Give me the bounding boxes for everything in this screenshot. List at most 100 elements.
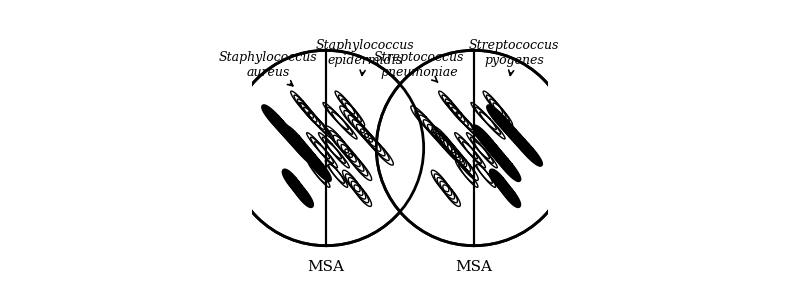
Polygon shape bbox=[442, 95, 462, 118]
Polygon shape bbox=[329, 164, 348, 187]
Polygon shape bbox=[456, 112, 482, 139]
Polygon shape bbox=[345, 149, 368, 176]
Polygon shape bbox=[314, 142, 338, 168]
Polygon shape bbox=[338, 95, 358, 118]
Polygon shape bbox=[326, 126, 349, 153]
Polygon shape bbox=[517, 138, 542, 165]
Polygon shape bbox=[335, 91, 354, 114]
Polygon shape bbox=[286, 174, 304, 195]
Polygon shape bbox=[301, 103, 320, 126]
Polygon shape bbox=[493, 149, 516, 176]
Polygon shape bbox=[284, 129, 308, 156]
Text: MSA: MSA bbox=[455, 260, 493, 274]
Polygon shape bbox=[451, 149, 474, 176]
Polygon shape bbox=[440, 135, 462, 162]
Polygon shape bbox=[492, 110, 516, 137]
Polygon shape bbox=[300, 144, 322, 171]
Polygon shape bbox=[294, 95, 314, 118]
Polygon shape bbox=[436, 131, 459, 157]
Polygon shape bbox=[431, 170, 449, 192]
Polygon shape bbox=[351, 181, 369, 203]
Polygon shape bbox=[263, 106, 287, 133]
Polygon shape bbox=[365, 133, 389, 160]
Polygon shape bbox=[310, 137, 334, 163]
Polygon shape bbox=[292, 181, 310, 203]
Polygon shape bbox=[470, 137, 494, 163]
Polygon shape bbox=[271, 115, 295, 142]
Polygon shape bbox=[497, 154, 520, 181]
Circle shape bbox=[228, 50, 424, 246]
Polygon shape bbox=[427, 124, 452, 151]
Polygon shape bbox=[340, 106, 364, 133]
Text: MSA: MSA bbox=[307, 260, 345, 274]
Polygon shape bbox=[490, 99, 510, 122]
Polygon shape bbox=[448, 144, 470, 171]
Polygon shape bbox=[308, 112, 334, 139]
Polygon shape bbox=[307, 160, 326, 183]
Polygon shape bbox=[419, 115, 443, 142]
Polygon shape bbox=[415, 110, 439, 137]
Polygon shape bbox=[311, 164, 330, 187]
Polygon shape bbox=[288, 131, 311, 157]
Polygon shape bbox=[298, 99, 317, 122]
Polygon shape bbox=[475, 107, 501, 134]
Polygon shape bbox=[290, 91, 310, 114]
Polygon shape bbox=[323, 102, 348, 130]
Polygon shape bbox=[330, 131, 352, 157]
Polygon shape bbox=[289, 178, 306, 199]
Polygon shape bbox=[474, 160, 493, 183]
Polygon shape bbox=[513, 133, 537, 160]
Polygon shape bbox=[275, 120, 300, 147]
Polygon shape bbox=[432, 129, 456, 156]
Polygon shape bbox=[361, 129, 385, 156]
Polygon shape bbox=[326, 160, 345, 183]
Polygon shape bbox=[292, 138, 316, 165]
Polygon shape bbox=[345, 103, 365, 126]
Polygon shape bbox=[348, 178, 366, 199]
Polygon shape bbox=[342, 99, 362, 122]
Polygon shape bbox=[500, 120, 525, 147]
Polygon shape bbox=[352, 120, 377, 147]
Polygon shape bbox=[505, 124, 529, 151]
Polygon shape bbox=[432, 126, 455, 153]
Polygon shape bbox=[483, 91, 502, 114]
Polygon shape bbox=[490, 170, 508, 192]
Polygon shape bbox=[357, 124, 381, 151]
Polygon shape bbox=[279, 124, 304, 151]
Polygon shape bbox=[488, 106, 512, 133]
Polygon shape bbox=[346, 174, 363, 195]
Polygon shape bbox=[342, 170, 360, 192]
Polygon shape bbox=[486, 140, 508, 167]
Polygon shape bbox=[338, 140, 360, 167]
Polygon shape bbox=[509, 129, 533, 156]
Polygon shape bbox=[327, 107, 353, 134]
Polygon shape bbox=[318, 133, 342, 159]
Polygon shape bbox=[480, 112, 505, 139]
Polygon shape bbox=[452, 107, 477, 134]
Polygon shape bbox=[447, 102, 473, 130]
Polygon shape bbox=[423, 120, 448, 147]
Polygon shape bbox=[478, 131, 500, 157]
Polygon shape bbox=[443, 185, 460, 206]
Polygon shape bbox=[455, 154, 478, 181]
Polygon shape bbox=[444, 140, 466, 167]
Polygon shape bbox=[288, 133, 312, 160]
Polygon shape bbox=[438, 91, 458, 114]
Text: Streptococcus
pneumoniae: Streptococcus pneumoniae bbox=[374, 51, 465, 82]
Polygon shape bbox=[341, 144, 364, 171]
Polygon shape bbox=[496, 178, 514, 199]
Polygon shape bbox=[454, 133, 478, 159]
Polygon shape bbox=[474, 126, 497, 153]
Text: Streptococcus
pyogenes: Streptococcus pyogenes bbox=[469, 39, 559, 75]
Polygon shape bbox=[486, 95, 506, 118]
Polygon shape bbox=[296, 140, 318, 167]
Polygon shape bbox=[493, 103, 513, 126]
Polygon shape bbox=[499, 181, 517, 203]
Polygon shape bbox=[332, 112, 357, 139]
Polygon shape bbox=[474, 142, 498, 168]
Polygon shape bbox=[292, 135, 314, 162]
Polygon shape bbox=[411, 106, 435, 133]
Polygon shape bbox=[303, 149, 326, 176]
Polygon shape bbox=[496, 115, 521, 142]
Polygon shape bbox=[458, 137, 482, 163]
